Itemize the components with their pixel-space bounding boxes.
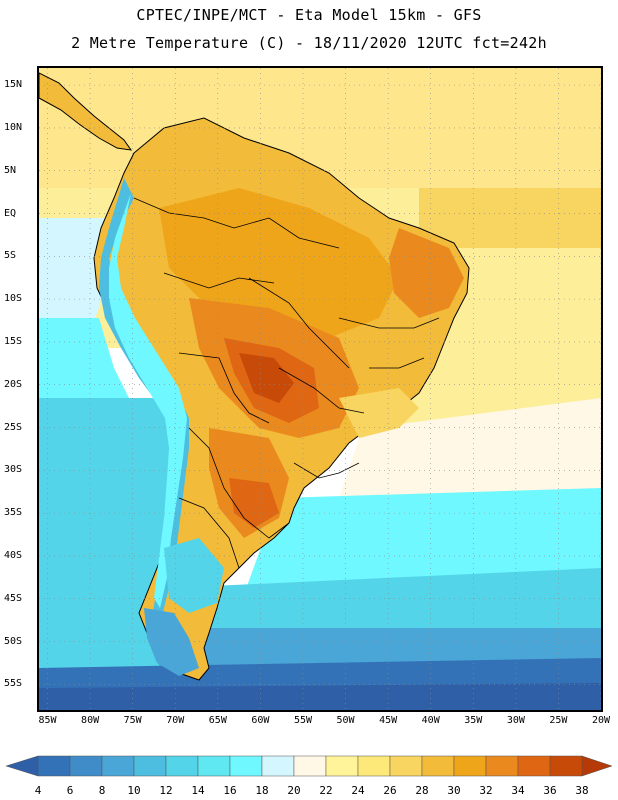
lat-tick-label: 35S (4, 507, 23, 519)
lat-tick-label: 55S (4, 678, 23, 690)
lon-tick-label: 80W (81, 715, 100, 726)
colorbar-segment (229, 755, 263, 777)
colorbar-segment (165, 755, 199, 777)
ocean-tropical-belt (419, 188, 601, 248)
lon-tick-label: 85W (38, 715, 57, 726)
colorbar-arrow-low (5, 755, 39, 777)
colorbar-segment (197, 755, 231, 777)
colorbar-segment (485, 755, 519, 777)
colorbar-segment (261, 755, 295, 777)
colorbar-tick-label: 26 (383, 784, 397, 797)
andes-cool (109, 193, 187, 608)
colorbar-tick-label: 34 (511, 784, 525, 797)
colorbar-segment (133, 755, 167, 777)
colorbar-tick-label: 36 (543, 784, 557, 797)
colorbar-segment (453, 755, 487, 777)
colorbar-tick-label: 16 (223, 784, 237, 797)
lon-tick-label: 25W (549, 715, 568, 726)
lon-tick-label: 20W (591, 715, 611, 726)
colorbar-tick-label: 20 (287, 784, 301, 797)
lon-tick-label: 50W (336, 715, 355, 726)
lat-tick-label: 20S (4, 378, 23, 390)
map-panel (37, 66, 603, 712)
colorbar-segment (69, 755, 103, 777)
colorbar-tick-label: 32 (479, 784, 493, 797)
lon-tick-label: 35W (464, 715, 483, 726)
lat-tick-label: 45S (4, 592, 23, 604)
lat-tick-label: 10N (4, 121, 23, 133)
map-title: CPTEC/INPE/MCT - Eta Model 15km - GFS (136, 6, 482, 24)
ocean-southernmost (39, 683, 601, 710)
land-warm-amazon (159, 188, 399, 338)
land-hottest-pampas (229, 478, 279, 528)
patagonia-cool (164, 538, 224, 613)
colorbar-tick-label: 4 (34, 784, 42, 797)
graticule (39, 68, 601, 710)
colorbar-tick-label: 38 (575, 784, 589, 797)
colorbar-tick-label: 14 (191, 784, 205, 797)
lon-tick-label: 45W (379, 715, 398, 726)
colorbar-tick-label: 6 (66, 784, 74, 797)
lon-tick-label: 30W (506, 715, 525, 726)
lat-tick-label: 5S (4, 250, 17, 262)
colorbar-segment (293, 755, 327, 777)
colorbar-tick-label: 24 (351, 784, 365, 797)
lat-tick-label: 40S (4, 549, 23, 561)
lon-tick-label: 60W (251, 715, 270, 726)
lon-tick-label: 75W (123, 715, 142, 726)
colorbar-tick-label: 12 (159, 784, 173, 797)
lat-tick-label: 30S (4, 464, 23, 476)
patagonia-cold (144, 608, 199, 676)
ocean-pacific-mid (39, 398, 169, 710)
colorbar-arrow-high (581, 755, 613, 777)
country-borders (133, 197, 440, 569)
colorbar-tick-label: 18 (255, 784, 269, 797)
colorbar-tick-label: 30 (447, 784, 461, 797)
lon-tick-label: 65W (208, 715, 227, 726)
central-america (39, 72, 133, 151)
colorbar (5, 755, 613, 777)
colorbar-segment (325, 755, 359, 777)
lon-tick-label: 55W (293, 715, 312, 726)
lat-tick-label: 25S (4, 421, 23, 433)
lat-tick-label: 5N (4, 164, 17, 176)
colorbar-tick-label: 8 (98, 784, 106, 797)
map-subtitle: 2 Metre Temperature (C) - 18/11/2020 12U… (71, 34, 547, 52)
colorbar-segment (357, 755, 391, 777)
lon-tick-label: 70W (166, 715, 185, 726)
lat-tick-label: EQ (4, 207, 17, 219)
colorbar-tick-label: 22 (319, 784, 333, 797)
colorbar-segment (101, 755, 135, 777)
lat-tick-label: 10S (4, 293, 23, 305)
lat-tick-label: 15S (4, 335, 23, 347)
colorbar-segment (549, 755, 583, 777)
colorbar-tick-label: 10 (127, 784, 141, 797)
land-northeast (389, 228, 464, 318)
temperature-map (39, 68, 601, 710)
lon-tick-label: 40W (421, 715, 440, 726)
colorbar-tick-label: 28 (415, 784, 429, 797)
land-peak (239, 353, 294, 403)
lat-tick-label: 15N (4, 79, 23, 91)
colorbar-segment (517, 755, 551, 777)
colorbar-segment (421, 755, 455, 777)
colorbar-segment (389, 755, 423, 777)
land-southeast (339, 388, 419, 438)
lat-tick-label: 50S (4, 635, 23, 647)
colorbar-segment (37, 755, 71, 777)
